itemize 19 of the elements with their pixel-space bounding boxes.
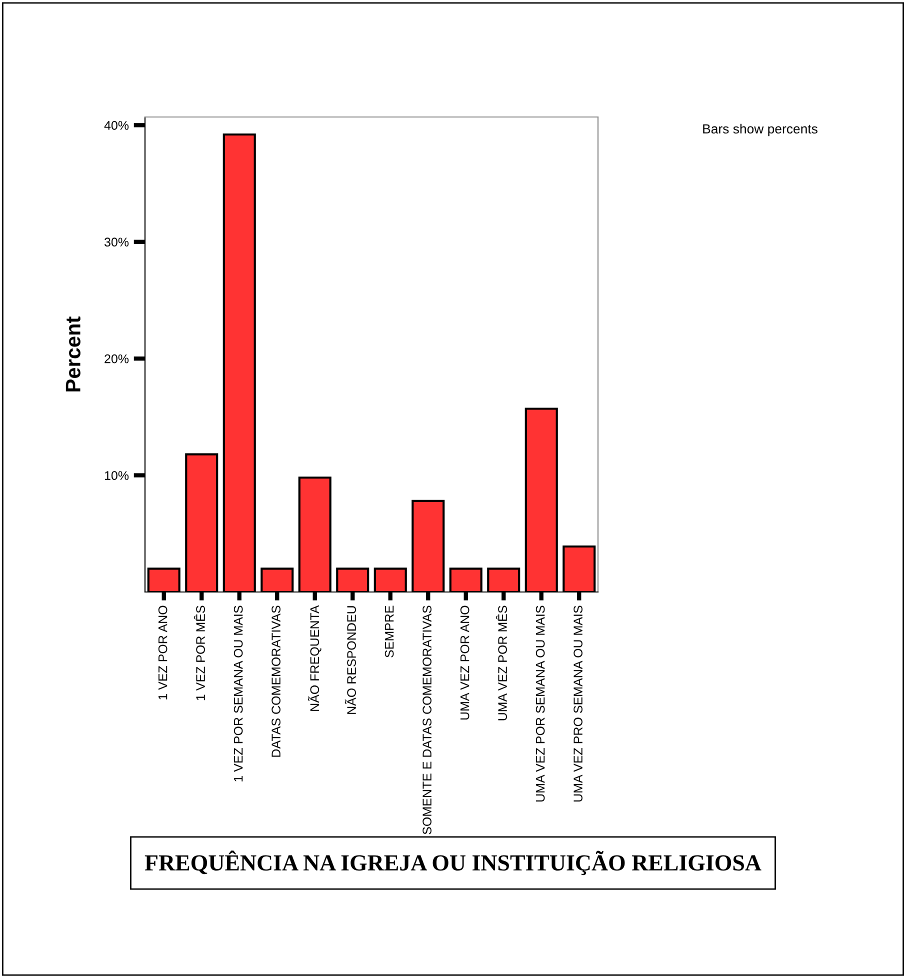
y-tick-label: 40% <box>104 120 129 130</box>
x-tick-label: 1 VEZ POR SEMANA OU MAIS <box>234 606 243 782</box>
x-tick-label: SEMPRE <box>384 606 394 658</box>
x-tick-label: UMA VEZ PRO SEMANA OU MAIS <box>574 606 582 802</box>
x-tick-label: NÃO RESPONDEU <box>344 606 356 714</box>
text: Bars show percents <box>703 124 818 136</box>
text: FREQUÊNCIA NA IGREJA OU INSTITUIÇÃO RELIGIOSA <box>144 850 762 876</box>
x-tick-label: NÃO FREQUENTA <box>308 605 322 711</box>
y-tick-label: 30% <box>104 238 129 247</box>
x-tick-label: DATAS COMEMORATIVAS <box>272 606 280 757</box>
x-tick-label: 1 VEZ POR MÊS <box>194 606 205 700</box>
x-tick-label: UMA VEZ POR SEMANA OU MAIS <box>536 606 545 802</box>
x-tick-label: 1 VEZ POR ANO <box>158 606 168 700</box>
x-tick-label: UMA VEZ POR MÊS <box>496 606 507 720</box>
y-tick-label: 20% <box>104 354 129 364</box>
x-tick-label: SOMENTE E DATAS COMEMORATIVAS <box>422 606 432 834</box>
y-tick-label: 10% <box>104 471 129 480</box>
y-axis-title: Percent <box>66 316 80 392</box>
x-tick-label: UMA VEZ POR ANO <box>460 606 470 720</box>
